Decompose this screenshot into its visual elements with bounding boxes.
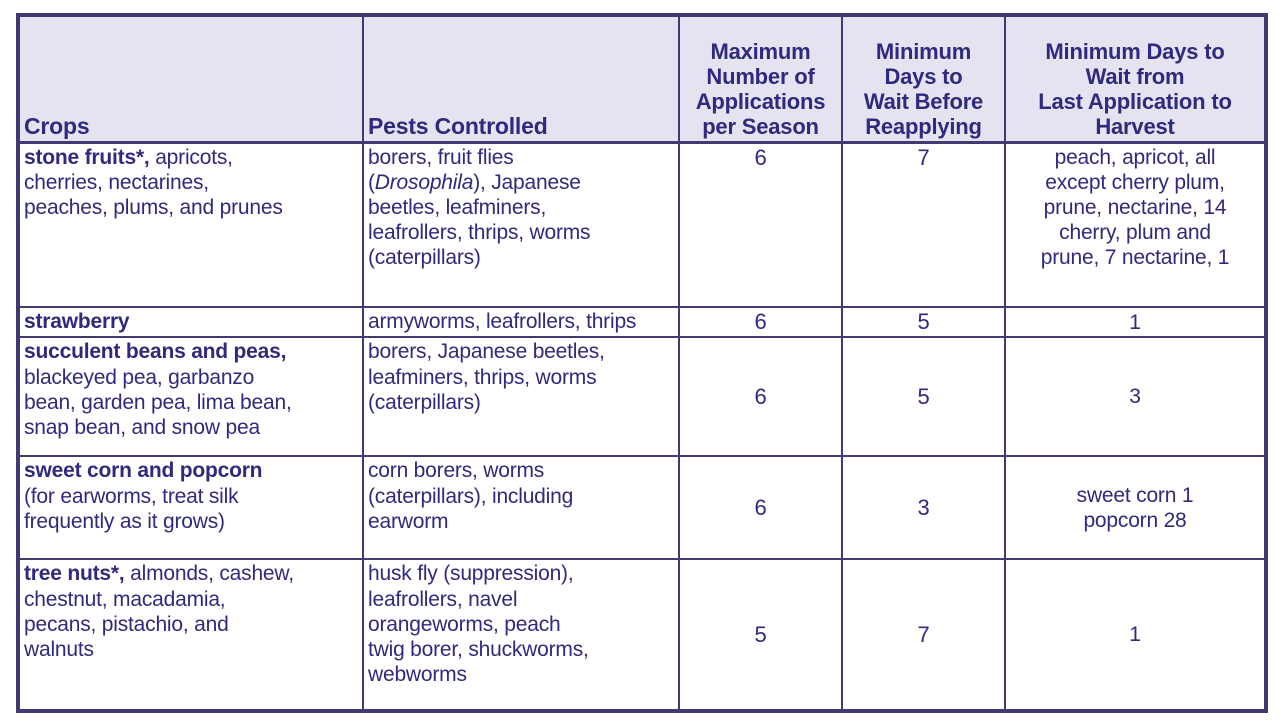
table-row-tree-nuts: tree nuts*, almonds, cashew, chestnut, m… — [17, 558, 1267, 713]
crop-name-bold: succulent beans and peas, — [24, 340, 287, 364]
pests-cell: borers, Japanese beetles, leafminers, th… — [362, 336, 680, 458]
min-days-reapply-cell: 7 — [841, 558, 1006, 713]
crop-name-bold: stone fruits*, — [24, 145, 150, 169]
pests-genus-italic: Drosophila — [374, 170, 474, 194]
max-applications-cell: 6 — [678, 336, 843, 458]
min-days-reapply-cell: 7 — [841, 141, 1006, 308]
harvest-days-cell: peach, apricot, all except cherry plum, … — [1004, 141, 1267, 308]
crop-name-rest: blackeyed pea, garbanzo bean, garden pea… — [24, 365, 292, 439]
pests-text: ), Japanese beetles, leafminers, leafrol… — [368, 170, 591, 270]
min-days-reapply-cell: 3 — [841, 455, 1006, 561]
crop-name-rest: (for earworms, treat silk frequently as … — [24, 484, 239, 533]
pests-cell: borers, fruit flies (Drosophila), Japane… — [362, 141, 680, 308]
header-row: Crops Pests Controlled Maximum Number of… — [17, 14, 1267, 144]
crop-name-rest: almonds, cashew, chestnut, macadamia, pe… — [24, 562, 294, 661]
header-min-days-reapply: Minimum Days to Wait Before Reapplying — [841, 14, 1006, 144]
min-days-reapply-cell: 5 — [841, 305, 1006, 339]
max-applications-cell: 6 — [678, 305, 843, 339]
max-applications-cell: 6 — [678, 455, 843, 561]
table-row-sweet-corn-popcorn: sweet corn and popcorn (for earworms, tr… — [17, 455, 1267, 561]
crop-name-rest: apricots, cherries, nectarines, peaches,… — [24, 145, 283, 219]
harvest-days-cell: 1 — [1004, 558, 1267, 713]
header-pests-controlled: Pests Controlled — [362, 14, 680, 144]
crops-cell: succulent beans and peas, blackeyed pea,… — [17, 336, 364, 458]
max-applications-cell: 5 — [678, 558, 843, 713]
harvest-days-cell: 3 — [1004, 336, 1267, 458]
pests-cell: husk fly (suppression), leafrollers, nav… — [362, 558, 680, 713]
header-min-days-harvest: Minimum Days to Wait from Last Applicati… — [1004, 14, 1267, 144]
crop-name-bold: strawberry — [24, 310, 130, 333]
harvest-days-cell: 1 — [1004, 305, 1267, 339]
crops-cell: strawberry — [17, 305, 364, 339]
pests-text: armyworms, leafrollers, thrips — [368, 310, 637, 333]
crops-cell: sweet corn and popcorn (for earworms, tr… — [17, 455, 364, 561]
pests-text: borers, Japanese beetles, leafminers, th… — [368, 340, 605, 414]
crop-pest-application-table: Crops Pests Controlled Maximum Number of… — [16, 13, 1268, 714]
crop-name-bold: sweet corn and popcorn — [24, 459, 263, 483]
pests-cell: armyworms, leafrollers, thrips — [362, 305, 680, 339]
table-row-strawberry: strawberry armyworms, leafrollers, thrip… — [17, 305, 1267, 339]
table-row-stone-fruits: stone fruits*, apricots, cherries, necta… — [17, 141, 1267, 308]
crops-cell: stone fruits*, apricots, cherries, necta… — [17, 141, 364, 308]
pests-text: husk fly (suppression), leafrollers, nav… — [368, 562, 589, 687]
min-days-reapply-cell: 5 — [841, 336, 1006, 458]
pests-text: borers, fruit flies ( — [368, 145, 514, 194]
crops-cell: tree nuts*, almonds, cashew, chestnut, m… — [17, 558, 364, 713]
pests-text: corn borers, worms (caterpillars), inclu… — [368, 459, 574, 533]
crop-name-bold: tree nuts*, — [24, 562, 125, 586]
pests-cell: corn borers, worms (caterpillars), inclu… — [362, 455, 680, 561]
harvest-days-cell: sweet corn 1 popcorn 28 — [1004, 455, 1267, 561]
table-row-succulent-beans-peas: succulent beans and peas, blackeyed pea,… — [17, 336, 1267, 458]
max-applications-cell: 6 — [678, 141, 843, 308]
header-crops: Crops — [17, 14, 364, 144]
header-max-applications: Maximum Number of Applications per Seaso… — [678, 14, 843, 144]
